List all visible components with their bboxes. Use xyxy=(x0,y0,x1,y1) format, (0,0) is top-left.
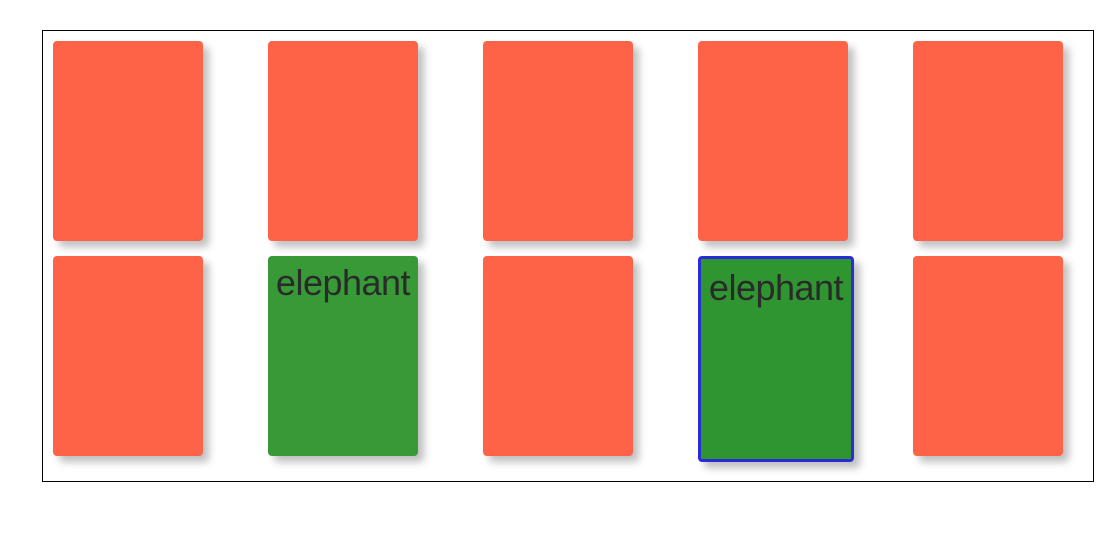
card-3[interactable] xyxy=(483,41,633,241)
card-9-selected[interactable]: elephant xyxy=(698,256,854,462)
card-7[interactable]: elephant xyxy=(268,256,418,456)
card-4[interactable] xyxy=(698,41,848,241)
card-word: elephant xyxy=(275,262,411,303)
card-5[interactable] xyxy=(913,41,1063,241)
card-10[interactable] xyxy=(913,256,1063,456)
game-board: elephant elephant xyxy=(42,30,1094,482)
card-8[interactable] xyxy=(483,256,633,456)
card-1[interactable] xyxy=(53,41,203,241)
card-word: elephant xyxy=(708,267,844,308)
card-2[interactable] xyxy=(268,41,418,241)
card-6[interactable] xyxy=(53,256,203,456)
